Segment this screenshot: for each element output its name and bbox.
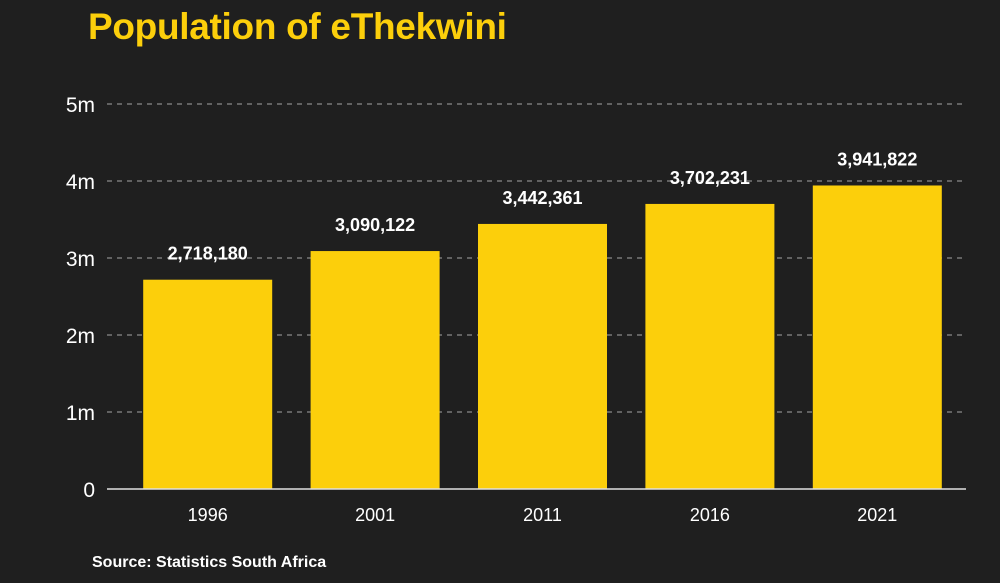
- data-label: 2,718,180: [168, 244, 248, 264]
- y-tick-label: 2m: [66, 325, 95, 348]
- bar-chart: 0 1m 2m 3m 4m 5m 2,718,180 3,090,122 3,442,361 3…: [66, 94, 966, 525]
- y-tick-label: 4m: [66, 171, 95, 194]
- data-label: 3,941,822: [837, 149, 917, 169]
- data-label: 3,090,122: [335, 215, 415, 235]
- bar: [143, 279, 273, 489]
- chart-title: Population of eThekwini: [88, 6, 507, 47]
- bars: [143, 185, 942, 489]
- y-tick-label: 3m: [66, 248, 95, 271]
- y-axis-ticks: 0 1m 2m 3m 4m 5m: [66, 94, 95, 502]
- x-axis-ticks: 1996 2001 2011 2016 2021: [188, 505, 898, 525]
- y-tick-label: 5m: [66, 94, 95, 117]
- x-tick-label: 2001: [355, 505, 395, 525]
- y-tick-label: 0: [83, 479, 95, 502]
- data-label: 3,702,231: [670, 168, 750, 188]
- bar: [310, 251, 440, 489]
- bar: [645, 203, 775, 489]
- x-tick-label: 2016: [690, 505, 730, 525]
- x-tick-label: 1996: [188, 505, 228, 525]
- x-tick-label: 2021: [857, 505, 897, 525]
- bar: [478, 223, 607, 489]
- data-labels: 2,718,180 3,090,122 3,442,361 3,702,231 3,94…: [168, 149, 918, 263]
- y-tick-label: 1m: [66, 402, 95, 425]
- x-tick-label: 2011: [523, 505, 562, 525]
- data-label: 3,442,361: [502, 188, 582, 208]
- source-note: Source: Statistics South Africa: [92, 554, 327, 571]
- bar: [812, 185, 942, 489]
